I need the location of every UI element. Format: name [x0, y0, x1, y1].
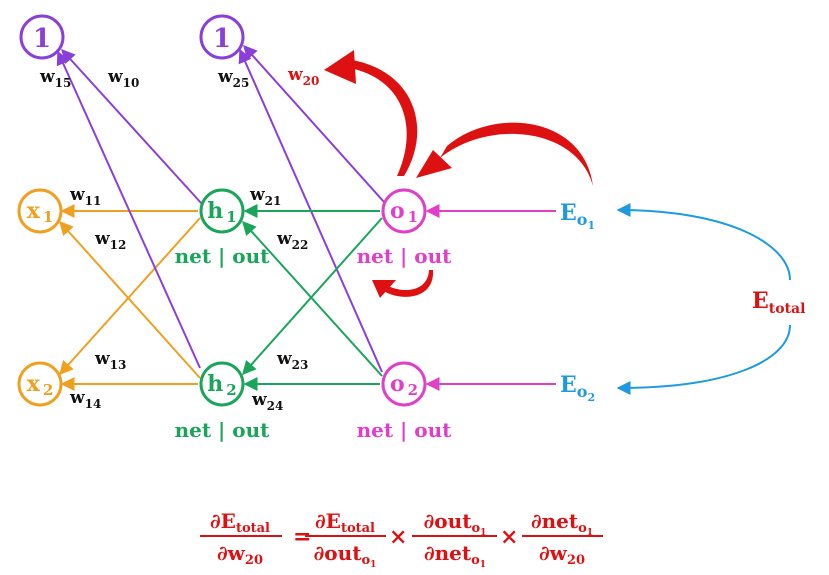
formula-times-2: × [500, 524, 518, 550]
formula-term2-num: ∂outo1 [424, 509, 487, 538]
weight-w20: w20 [287, 65, 319, 88]
formula-term3-num: ∂neto1 [531, 509, 593, 538]
weight-w14: w14 [69, 388, 101, 411]
bias-node-1: 1 [19, 14, 65, 60]
weight-w10: w10 [107, 67, 139, 90]
o2-caption: net | out [357, 418, 453, 442]
weight-w15: w15 [39, 67, 71, 90]
error-etotal: Etotal [752, 288, 805, 317]
formula-times-1: × [389, 524, 407, 550]
backprop-arrow-o1-to-w20 [324, 50, 418, 176]
weight-w21: w21 [249, 185, 281, 208]
weight-w23: w23 [276, 349, 308, 372]
edge-w13 [59, 217, 201, 376]
formula-equals: = [293, 524, 311, 550]
formula-term1-num: ∂Etotal [315, 509, 375, 536]
h2-caption: net | out [175, 418, 271, 442]
error-eo1: Eo1 [560, 200, 595, 232]
edge-w12 [59, 220, 201, 379]
h1-caption: net | out [175, 244, 271, 268]
chain-rule-formula: ∂Etotal ∂w20 = ∂Etotal ∂outo1 × ∂outo1 ∂… [200, 509, 603, 570]
backprop-arrow-etotal-to-o1 [416, 122, 593, 186]
weight-w22: w22 [276, 229, 308, 252]
weight-w12: w12 [94, 229, 126, 252]
bias-node-2: 1 [199, 14, 245, 60]
edge-w20 [243, 44, 385, 203]
edge-w15 [56, 50, 201, 369]
edge-w22 [242, 220, 383, 377]
bias-node-2-label: 1 [213, 24, 231, 54]
bias-node-1-label: 1 [33, 24, 51, 54]
backprop-arrow-out-net-loop [372, 270, 434, 298]
formula-lhs-num: ∂Etotal [210, 509, 270, 536]
edge-w10 [61, 48, 203, 205]
formula-term1-den: ∂outo1 [314, 541, 377, 570]
weight-w24: w24 [251, 390, 283, 413]
formula-term3-den: ∂w20 [539, 541, 585, 568]
formula-lhs-den: ∂w20 [217, 541, 263, 568]
o1-caption: net | out [357, 244, 453, 268]
edge-w23 [242, 217, 383, 376]
formula-term2-den: ∂neto1 [424, 541, 486, 570]
edge-etotal-eo1 [616, 203, 791, 281]
weight-w11: w11 [69, 185, 101, 208]
error-eo2: Eo2 [560, 372, 595, 404]
weight-w13: w13 [94, 349, 126, 372]
weight-w25: w25 [217, 67, 249, 90]
edge-etotal-eo2 [616, 324, 791, 395]
